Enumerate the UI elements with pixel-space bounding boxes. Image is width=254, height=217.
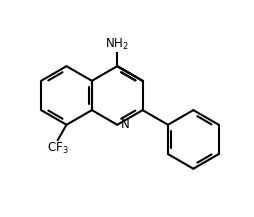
Text: N: N	[120, 118, 129, 131]
Text: NH$_2$: NH$_2$	[105, 37, 129, 52]
Text: CF$_3$: CF$_3$	[47, 141, 69, 156]
